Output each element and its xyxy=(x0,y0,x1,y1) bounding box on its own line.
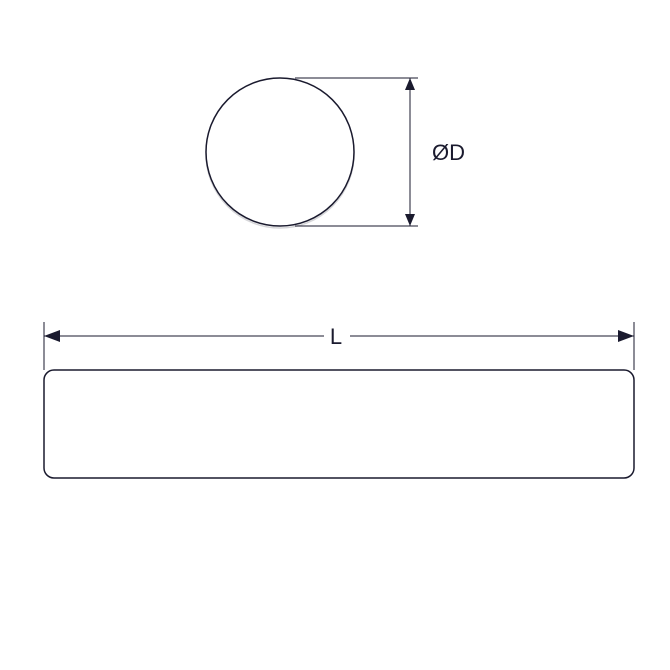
diameter-arrow-top xyxy=(405,78,415,90)
diameter-label: ØD xyxy=(432,140,465,165)
side-view-rect xyxy=(44,370,634,478)
circle-end-view xyxy=(206,78,354,226)
length-arrow-right xyxy=(618,330,634,342)
length-arrow-left xyxy=(44,330,60,342)
diameter-arrow-bottom xyxy=(405,214,415,226)
length-dimension-group: L xyxy=(44,322,634,370)
technical-drawing: ØD L xyxy=(0,0,670,670)
end-view-group xyxy=(206,78,354,228)
length-label: L xyxy=(330,324,342,349)
